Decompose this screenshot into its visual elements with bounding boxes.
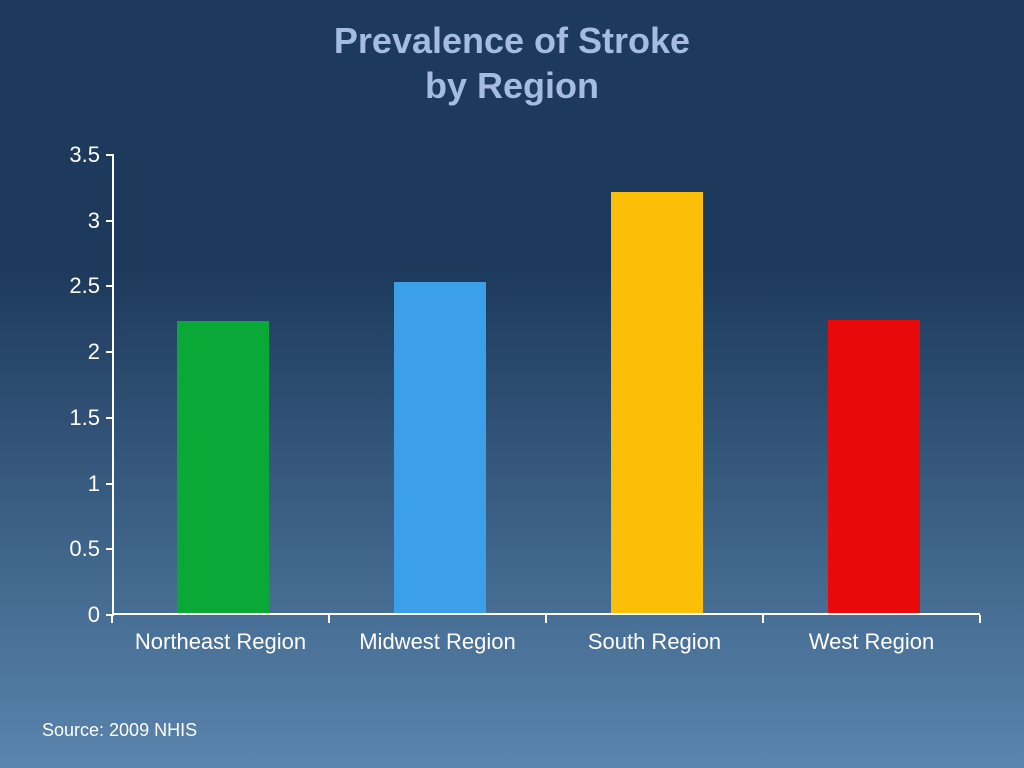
chart-title-line1: Prevalence of Stroke (0, 18, 1024, 63)
x-tick-mark (762, 615, 764, 623)
x-axis-label: Midwest Region (335, 627, 540, 657)
y-tick-mark (106, 351, 114, 353)
bar (828, 320, 920, 613)
bar (611, 192, 703, 613)
source-text: Source: 2009 NHIS (42, 720, 197, 741)
x-tick-mark (545, 615, 547, 623)
y-tick-label: 1 (40, 471, 100, 497)
y-tick-mark (106, 220, 114, 222)
bar (394, 282, 486, 613)
y-tick-mark (106, 548, 114, 550)
x-axis-label: South Region (552, 627, 757, 657)
y-tick-mark (106, 285, 114, 287)
y-tick-mark (106, 154, 114, 156)
y-tick-mark (106, 483, 114, 485)
y-tick-mark (106, 417, 114, 419)
x-tick-mark (979, 615, 981, 623)
x-tick-mark (328, 615, 330, 623)
bar (177, 321, 269, 613)
y-tick-label: 2 (40, 339, 100, 365)
y-tick-label: 3.5 (40, 142, 100, 168)
plot-area (112, 155, 980, 615)
y-tick-label: 2.5 (40, 273, 100, 299)
bar-chart: 00.511.522.533.5Northeast RegionMidwest … (56, 155, 980, 650)
y-tick-label: 0 (40, 602, 100, 628)
y-tick-label: 3 (40, 208, 100, 234)
chart-title-line2: by Region (0, 63, 1024, 108)
y-tick-label: 1.5 (40, 405, 100, 431)
y-tick-label: 0.5 (40, 536, 100, 562)
x-axis-label: West Region (769, 627, 974, 657)
x-axis-label: Northeast Region (118, 627, 323, 657)
x-tick-mark (111, 615, 113, 623)
chart-title: Prevalence of Stroke by Region (0, 0, 1024, 108)
